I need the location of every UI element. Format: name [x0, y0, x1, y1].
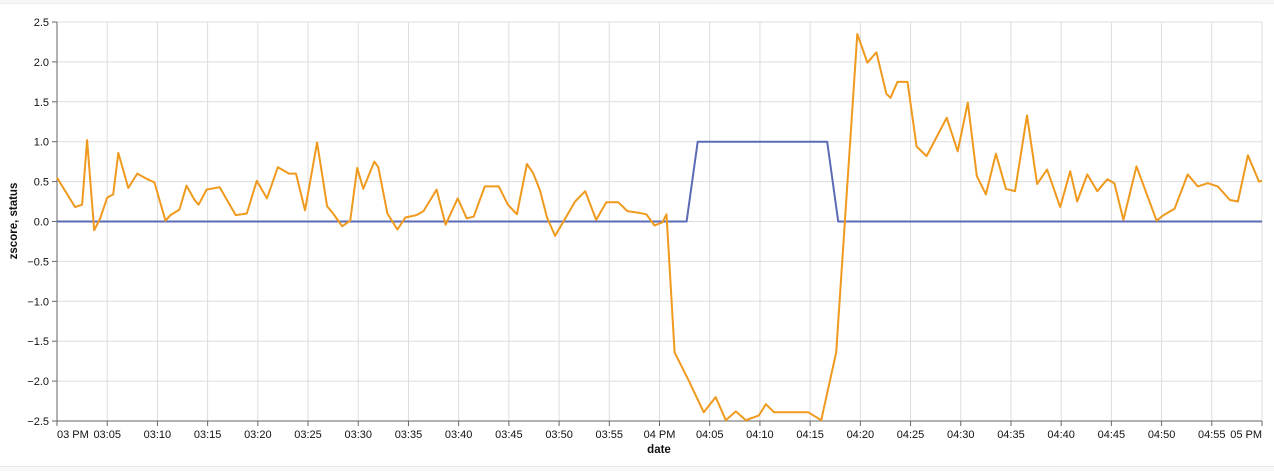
zscore-line	[56, 33, 1263, 422]
x-tick-label: 03:05	[93, 429, 121, 441]
x-tick-label: 03 PM	[57, 429, 89, 441]
x-tick-label: 04:15	[796, 429, 824, 441]
x-tick-label: 04:40	[1047, 429, 1075, 441]
x-tick-label: 03:20	[244, 429, 272, 441]
y-tick-label: 2.5	[34, 17, 49, 29]
x-tick-label: 04:35	[997, 429, 1025, 441]
y-tick-label: 1.5	[34, 97, 49, 109]
series-layer	[56, 33, 1263, 422]
y-tick-label: 0.5	[34, 177, 49, 189]
x-tick-label: 05 PM	[1230, 429, 1262, 441]
x-tick-label: 03:25	[294, 429, 322, 441]
y-tick-label: −2.5	[27, 416, 49, 428]
x-tick-label: 03:55	[596, 429, 624, 441]
x-tick-label: 04:10	[746, 429, 774, 441]
x-tick-label: 04 PM	[644, 429, 676, 441]
y-axis-title: zscore, status	[8, 183, 20, 260]
y-tick-label: −1.5	[27, 336, 49, 348]
x-tick-label: 03:30	[344, 429, 372, 441]
y-tick-label: −2.0	[27, 376, 49, 388]
status-line	[57, 140, 1262, 223]
x-tick-label: 04:30	[947, 429, 975, 441]
x-axis-title: date	[647, 444, 671, 456]
x-tick-label: 04:20	[847, 429, 875, 441]
x-tick-label: 03:45	[495, 429, 523, 441]
x-tick-label: 04:50	[1148, 429, 1176, 441]
x-tick-label: 04:45	[1098, 429, 1126, 441]
x-tick-label: 03:40	[445, 429, 473, 441]
x-tick-label: 04:25	[897, 429, 925, 441]
x-tick-label: 04:05	[696, 429, 724, 441]
x-tick-label: 04:55	[1198, 429, 1226, 441]
x-tick-label: 03:10	[144, 429, 172, 441]
y-tick-label: −0.5	[27, 256, 49, 268]
y-tick-label: −1.0	[27, 296, 49, 308]
y-tick-label: 0.0	[34, 217, 49, 229]
page-bottom-edge	[0, 466, 1274, 471]
x-tick-label: 03:50	[545, 429, 573, 441]
y-tick-label: 1.0	[34, 137, 49, 149]
page-top-edge	[0, 0, 1274, 4]
axis-layer: 03 PM 03:05 03:10 03:15 03:20 03:25 03:30 03:35…	[27, 17, 1263, 441]
y-tick-label: 2.0	[34, 57, 49, 69]
x-tick-label: 03:35	[395, 429, 423, 441]
x-tick-label: 03:15	[194, 429, 222, 441]
